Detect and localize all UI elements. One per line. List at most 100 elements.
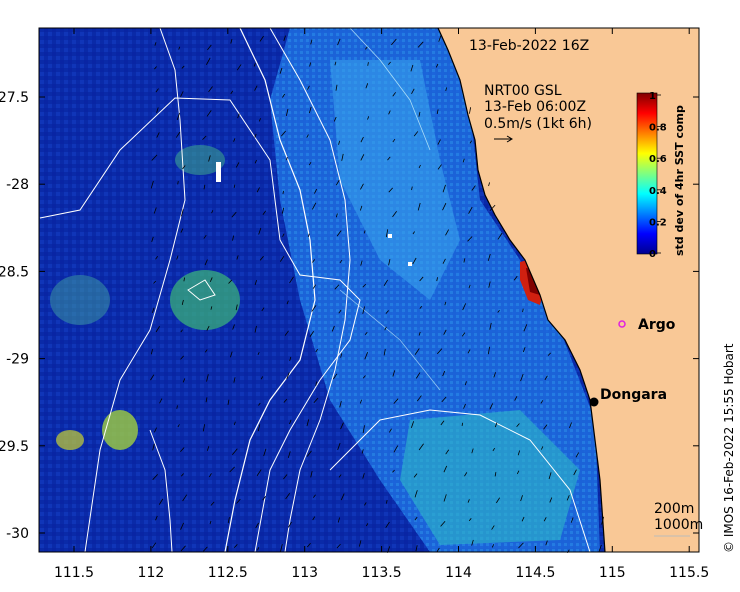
current-arrow <box>570 517 574 523</box>
current-arrow <box>443 465 448 473</box>
lat-tick-label: 28.5 <box>0 264 29 280</box>
arrow-scale-label: 0.5m/s (1kt 6h) <box>484 116 592 132</box>
current-arrow <box>286 156 288 161</box>
current-arrow <box>340 353 343 358</box>
current-arrow <box>469 140 472 144</box>
current-arrow <box>281 130 286 137</box>
dongara-marker-icon <box>589 397 599 407</box>
current-arrow <box>393 398 399 404</box>
current-arrow <box>359 399 363 404</box>
lat-tick-label: -29 <box>6 352 29 368</box>
offshore-patch <box>56 430 84 450</box>
current-arrow <box>411 186 413 191</box>
current-arrow <box>359 205 363 211</box>
current-arrow <box>202 135 207 140</box>
current-arrow <box>204 349 208 353</box>
current-arrow <box>315 348 318 353</box>
current-arrow <box>440 420 445 426</box>
current-arrow <box>393 445 399 453</box>
current-arrow <box>152 307 155 313</box>
current-arrow <box>257 547 260 551</box>
current-arrow <box>150 180 154 189</box>
colorbar-gradient <box>636 92 658 255</box>
current-arrow <box>364 331 368 335</box>
coastline <box>437 28 606 552</box>
current-arrow <box>522 308 524 313</box>
current-arrow <box>444 301 447 306</box>
current-arrow <box>516 423 520 427</box>
current-arrow <box>418 111 421 117</box>
current-arrow <box>159 398 163 404</box>
current-arrow <box>260 376 264 380</box>
current-arrow <box>489 322 492 330</box>
current-arrow <box>209 277 213 282</box>
current-arrow <box>233 421 236 426</box>
current-arrow <box>311 202 317 210</box>
current-arrow <box>279 255 285 262</box>
current-arrow <box>335 179 340 186</box>
current-arrow <box>236 64 242 71</box>
current-arrow <box>365 46 368 50</box>
current-arrow <box>203 184 206 190</box>
lon-tick-label: 112.5 <box>208 565 248 581</box>
contour-1000m <box>224 28 316 552</box>
dongara-label: Dongara <box>600 387 667 403</box>
current-arrow <box>207 44 212 51</box>
current-arrow <box>254 159 257 164</box>
current-arrow <box>362 473 365 479</box>
current-arrow <box>367 62 369 66</box>
current-arrow <box>151 236 154 242</box>
current-arrow <box>150 349 153 355</box>
current-arrow <box>339 259 343 264</box>
current-arrow <box>340 493 345 501</box>
current-arrow <box>202 424 206 432</box>
current-arrow <box>232 235 235 241</box>
current-arrow <box>418 443 424 451</box>
colorbar-tick-label: 0.4 <box>649 186 667 197</box>
current-arrow <box>181 299 184 305</box>
current-arrow <box>237 113 240 119</box>
current-arrow <box>523 324 528 332</box>
current-arrow <box>232 448 238 455</box>
current-arrow <box>340 422 344 430</box>
current-arrow <box>520 373 524 382</box>
current-arrow <box>262 495 266 501</box>
current-arrow <box>211 210 214 214</box>
current-arrow <box>315 381 318 386</box>
current-arrow <box>254 133 257 138</box>
current-arrow <box>209 520 212 525</box>
current-arrow <box>437 139 441 145</box>
current-arrow <box>231 211 237 218</box>
current-arrow <box>256 469 262 477</box>
argo-label: Argo <box>638 317 676 333</box>
current-arrow <box>153 207 157 214</box>
current-arrow <box>489 204 496 212</box>
current-arrow <box>235 304 238 311</box>
current-arrow <box>258 227 262 235</box>
current-arrow <box>516 470 520 475</box>
current-arrow <box>230 38 233 44</box>
current-arrow <box>487 346 490 355</box>
colorbar-tick-label: 0.2 <box>649 217 667 228</box>
current-arrow <box>445 449 450 455</box>
current-arrow <box>155 326 160 333</box>
current-arrow <box>180 473 184 477</box>
current-arrow <box>413 473 418 478</box>
current-arrow <box>283 474 288 480</box>
contour-shelf-mid <box>339 289 441 391</box>
lat-tick-label: -30 <box>6 526 29 542</box>
current-arrow <box>566 495 570 501</box>
current-arrow <box>362 306 365 314</box>
current-arrow <box>462 158 465 163</box>
current-arrow <box>309 106 312 114</box>
colorbar-tick-label: 0.6 <box>649 154 667 165</box>
current-arrow <box>514 396 518 401</box>
lat-tick-label: 29.5 <box>0 439 29 455</box>
current-arrow <box>310 471 313 478</box>
current-arrow <box>442 184 446 193</box>
current-arrow <box>337 38 341 46</box>
current-arrow <box>392 138 396 143</box>
contour-3000m <box>84 28 186 552</box>
current-arrow <box>543 517 547 522</box>
current-arrow <box>461 332 466 337</box>
